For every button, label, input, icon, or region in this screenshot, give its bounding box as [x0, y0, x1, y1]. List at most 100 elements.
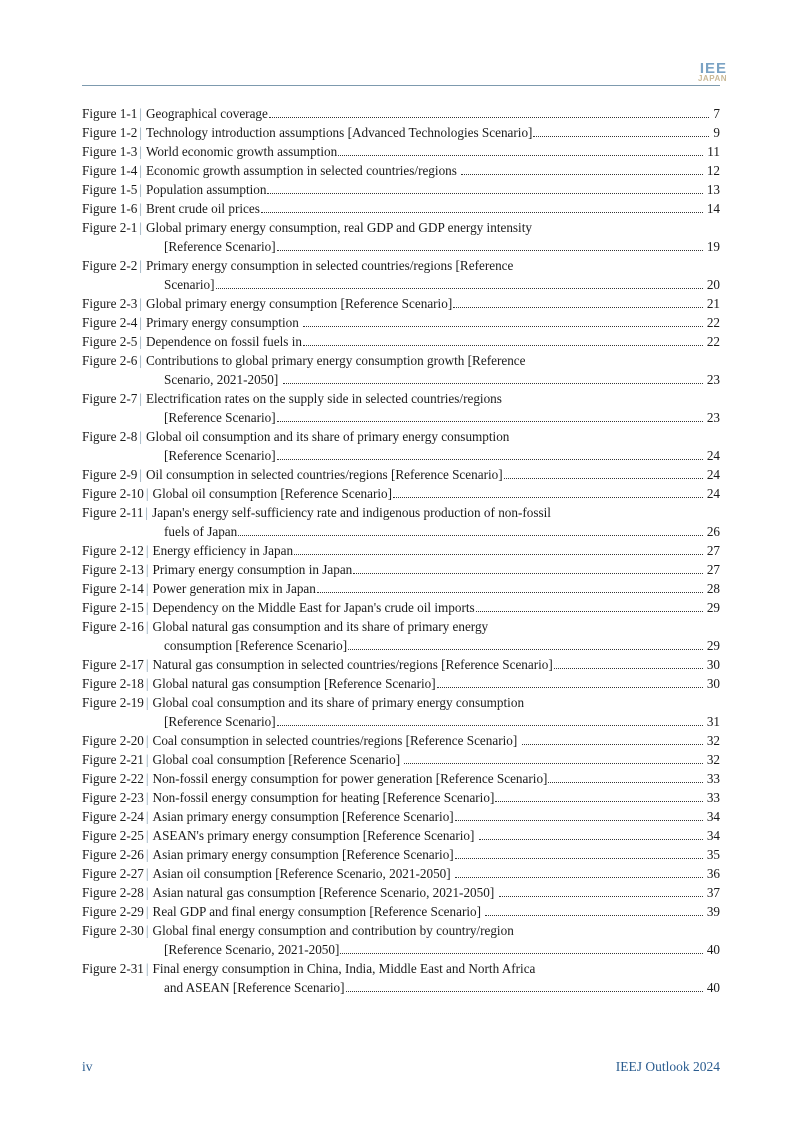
- figure-title: Dependency on the Middle East for Japan'…: [153, 598, 475, 617]
- figure-title: [Reference Scenario]: [164, 237, 276, 256]
- page-ref: 7: [711, 104, 720, 123]
- page-ref: 12: [705, 161, 720, 180]
- figure-label: Figure 2-31: [82, 959, 144, 978]
- page-ref: 11: [705, 142, 720, 161]
- page-ref: 9: [711, 123, 720, 142]
- toc-entry: Figure 2-30|Global final energy consumpt…: [82, 921, 720, 940]
- figure-label: Figure 1-4: [82, 161, 137, 180]
- separator: |: [137, 142, 146, 161]
- leader-dots: [348, 649, 703, 650]
- toc-entry: Figure 1-4|Economic growth assumption in…: [82, 161, 720, 180]
- separator: |: [144, 883, 153, 902]
- figure-label: Figure 2-27: [82, 864, 144, 883]
- header-rule: [82, 85, 720, 86]
- figure-title: Geographical coverage: [146, 104, 268, 123]
- figure-label: Figure 2-22: [82, 769, 144, 788]
- toc-entry: Figure 2-2|Primary energy consumption in…: [82, 256, 720, 275]
- toc-entry: Figure 2-1|Global primary energy consump…: [82, 218, 720, 237]
- figure-title: Scenario]: [164, 275, 215, 294]
- leader-dots: [346, 991, 703, 992]
- toc-entry: Figure 2-22|Non-fossil energy consumptio…: [82, 769, 720, 788]
- toc-entry: Figure 2-24|Asian primary energy consump…: [82, 807, 720, 826]
- separator: |: [144, 788, 153, 807]
- page-ref: 13: [705, 180, 720, 199]
- toc-entry: Figure 2-16|Global natural gas consumpti…: [82, 617, 720, 636]
- figure-title: Global primary energy consumption, real …: [146, 218, 532, 237]
- separator: |: [144, 845, 153, 864]
- leader-dots: [261, 212, 703, 213]
- toc-entry-continuation: [Reference Scenario]19: [82, 237, 720, 256]
- toc-entry: Figure 2-27|Asian oil consumption [Refer…: [82, 864, 720, 883]
- leader-dots: [554, 668, 703, 669]
- separator: |: [144, 560, 153, 579]
- leader-dots: [294, 554, 703, 555]
- toc-entry: Figure 2-25|ASEAN's primary energy consu…: [82, 826, 720, 845]
- figure-label: Figure 2-9: [82, 465, 137, 484]
- figure-label: Figure 2-19: [82, 693, 144, 712]
- page-ref: 30: [705, 674, 720, 693]
- page-ref: 33: [705, 769, 720, 788]
- toc-entry: Figure 2-12|Energy efficiency in Japan27: [82, 541, 720, 560]
- toc-entry: Figure 2-8|Global oil consumption and it…: [82, 427, 720, 446]
- figure-label: Figure 2-24: [82, 807, 144, 826]
- figure-title: Primary energy consumption in Japan: [153, 560, 353, 579]
- figure-title: fuels of Japan: [164, 522, 237, 541]
- page-ref: 39: [705, 902, 720, 921]
- separator: |: [137, 294, 146, 313]
- separator: |: [137, 218, 146, 237]
- figure-label: Figure 2-23: [82, 788, 144, 807]
- page-ref: 29: [705, 636, 720, 655]
- figure-title: consumption [Reference Scenario]: [164, 636, 347, 655]
- figure-label: Figure 2-21: [82, 750, 144, 769]
- figure-title: Final energy consumption in China, India…: [153, 959, 536, 978]
- leader-dots: [216, 288, 703, 289]
- page-ref: 23: [705, 408, 720, 427]
- figure-label: Figure 2-17: [82, 655, 144, 674]
- separator: |: [144, 807, 153, 826]
- page-ref: 32: [705, 750, 720, 769]
- figure-label: Figure 2-7: [82, 389, 137, 408]
- toc-entry: Figure 1-6|Brent crude oil prices14: [82, 199, 720, 218]
- toc-entry-continuation: [Reference Scenario]31: [82, 712, 720, 731]
- figure-label: Figure 2-6: [82, 351, 137, 370]
- toc-entry: Figure 2-5|Dependence on fossil fuels in…: [82, 332, 720, 351]
- separator: |: [144, 731, 153, 750]
- toc-entry: Figure 1-2|Technology introduction assum…: [82, 123, 720, 142]
- footer-title: IEEJ Outlook 2024: [616, 1059, 720, 1075]
- figure-title: [Reference Scenario]: [164, 446, 276, 465]
- leader-dots: [404, 763, 702, 764]
- page-ref: 28: [705, 579, 720, 598]
- toc-entry-continuation: Scenario]20: [82, 275, 720, 294]
- toc-entry: Figure 2-20|Coal consumption in selected…: [82, 731, 720, 750]
- figure-title: Population assumption: [146, 180, 267, 199]
- page-ref: 36: [705, 864, 720, 883]
- separator: |: [137, 256, 146, 275]
- figure-label: Figure 2-2: [82, 256, 137, 275]
- toc-entry: Figure 2-23|Non-fossil energy consumptio…: [82, 788, 720, 807]
- figure-label: Figure 2-16: [82, 617, 144, 636]
- leader-dots: [393, 497, 703, 498]
- leader-dots: [303, 345, 703, 346]
- page-ref: 24: [705, 484, 720, 503]
- separator: |: [143, 503, 152, 522]
- figure-title: [Reference Scenario]: [164, 408, 276, 427]
- leader-dots: [283, 383, 703, 384]
- figure-title: Real GDP and final energy consumption [R…: [153, 902, 485, 921]
- page-ref: 27: [705, 541, 720, 560]
- page-ref: 27: [705, 560, 720, 579]
- figure-label: Figure 2-3: [82, 294, 137, 313]
- separator: |: [137, 180, 146, 199]
- figure-label: Figure 2-30: [82, 921, 144, 940]
- separator: |: [144, 617, 153, 636]
- figure-title: Coal consumption in selected countries/r…: [153, 731, 521, 750]
- toc-entry: Figure 2-17|Natural gas consumption in s…: [82, 655, 720, 674]
- leader-dots: [277, 459, 703, 460]
- toc-entry: Figure 2-3|Global primary energy consump…: [82, 294, 720, 313]
- separator: |: [137, 313, 146, 332]
- page-ref: 26: [705, 522, 720, 541]
- figure-label: Figure 2-18: [82, 674, 144, 693]
- page-ref: 34: [705, 826, 720, 845]
- figure-label: Figure 2-25: [82, 826, 144, 845]
- toc-entry-continuation: [Reference Scenario]24: [82, 446, 720, 465]
- figure-label: Figure 2-4: [82, 313, 137, 332]
